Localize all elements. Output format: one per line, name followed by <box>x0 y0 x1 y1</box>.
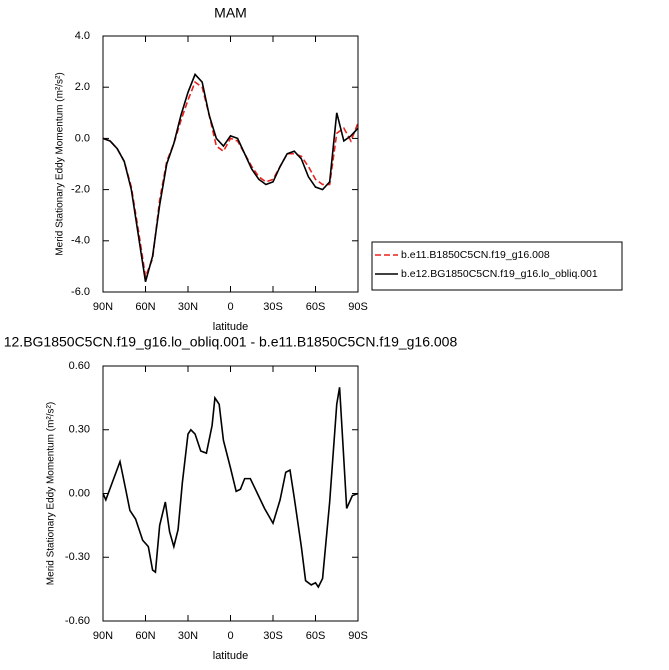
legend-label: b.e12.BG1850C5CN.f19_g16.lo_obliq.001 <box>401 268 598 280</box>
x-tick-label: 0 <box>227 301 233 313</box>
y-tick-label: -6.0 <box>71 286 90 298</box>
x-tick-label: 30N <box>178 630 198 642</box>
x-tick-label: 60S <box>306 630 326 642</box>
legend-label: b.e11.B1850C5CN.f19_g16.008 <box>401 249 550 261</box>
data-line <box>102 80 359 280</box>
y-tick-label: 2.0 <box>75 81 90 93</box>
y-tick-label: 0.30 <box>69 424 90 436</box>
legend-box <box>371 241 623 291</box>
y-tick-label: 0.60 <box>69 360 90 372</box>
x-tick-label: 90S <box>348 630 368 642</box>
x-tick-label: 90N <box>93 630 113 642</box>
plot-frame <box>102 35 359 293</box>
x-tick-label: 30S <box>263 630 283 642</box>
data-line <box>102 72 359 282</box>
plot-frame <box>102 365 359 622</box>
y-tick-label: 0.00 <box>69 487 90 499</box>
x-tick-label: 60N <box>135 630 155 642</box>
y-tick-label: -0.30 <box>65 551 90 563</box>
chart-title: 12.BG1850C5CN.f19_g16.lo_obliq.001 - b.e… <box>4 334 458 350</box>
y-tick-label: -0.60 <box>65 615 90 627</box>
y-axis-label: Merid Stationary Eddy Momentum (m²/s²) <box>46 402 57 585</box>
y-tick-label: -2.0 <box>71 184 90 196</box>
y-axis-label: Merid Stationary Eddy Momentum (m²/s²) <box>55 72 66 255</box>
x-tick-label: 60N <box>135 301 155 313</box>
chart-title: MAM <box>214 5 247 21</box>
y-tick-label: 0.0 <box>75 132 90 144</box>
x-tick-label: 0 <box>227 630 233 642</box>
y-tick-label: 4.0 <box>75 30 90 42</box>
x-axis-label: latitude <box>213 650 248 662</box>
x-tick-label: 30S <box>263 301 283 313</box>
data-line <box>102 387 359 589</box>
x-axis-label: latitude <box>213 321 248 333</box>
x-tick-label: 30N <box>178 301 198 313</box>
x-tick-label: 90S <box>348 301 368 313</box>
x-tick-label: 90N <box>93 301 113 313</box>
x-tick-label: 60S <box>306 301 326 313</box>
y-tick-label: -4.0 <box>71 235 90 247</box>
